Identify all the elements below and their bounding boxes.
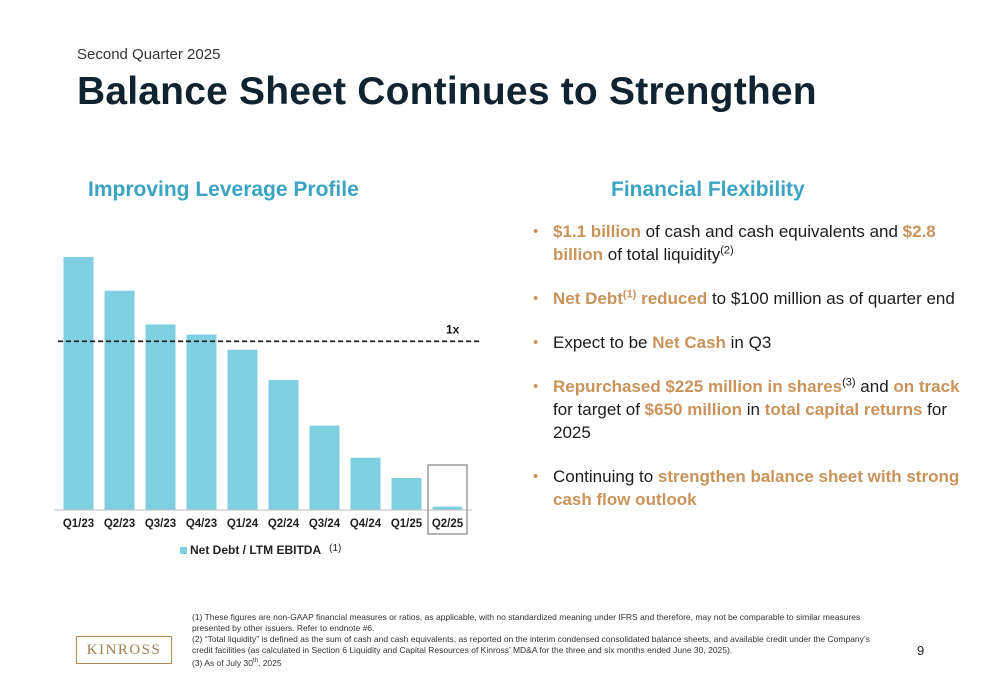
highlight-text: on track [893,377,960,396]
bullet-text: in [742,400,765,419]
highlight-text: reduced [636,289,708,308]
footnotes: (1) These figures are non-GAAP financial… [192,612,892,669]
bar-q2-25 [432,506,463,510]
bar-q1-24 [227,349,258,510]
bullet-text: in Q3 [725,333,772,352]
highlight-text: Net Cash [652,333,726,352]
bar-q2-23 [104,290,135,510]
x-tick-label: Q3/24 [309,518,341,530]
x-tick-label: Q1/24 [227,518,259,530]
footnote-3: (3) As of July 30th, 2025 [192,656,892,669]
footnote-ref: (1) [622,288,637,301]
bullet-dot: • [533,468,539,485]
footnote-1: (1) These figures are non-GAAP financial… [192,612,861,633]
page-title: Balance Sheet Continues to Strengthen [77,70,817,113]
bullet-dot: • [533,378,539,395]
highlight-text: strengthen balance sheet with strong cas… [553,467,960,509]
bullet-text: to $100 million as of quarter end [707,289,955,308]
x-tick-label: Q2/25 [432,518,464,530]
footnote-3-text: (3) As of July 30 [192,657,253,668]
bullet-dot: • [533,290,539,307]
kinross-logo: KINROSS [76,636,172,664]
page-number: 9 [917,643,925,658]
bar-q1-23 [63,257,94,510]
bar-q3-23 [145,324,176,510]
logo-text: KINROSS [86,641,162,658]
flexibility-bullet: • Net Debt(1) reduced to $100 million as … [533,287,973,310]
bullet-text: of cash and cash equivalents and [640,222,903,241]
bullet-text: of total liquidity [603,245,721,264]
legend-swatch [180,546,187,554]
chart-legend: Net Debt / LTM EBITDA (1) [180,543,341,557]
leverage-bar-chart: Q1/23 Q2/23 Q3/23 Q4/23 Q1/24 Q2/24 Q3/24 Q4/24… [54,257,480,535]
bar-q3-24 [309,425,340,510]
bullet-dot: • [533,334,539,351]
bar-q1-25 [391,477,422,510]
bar-q2-24 [268,380,299,510]
highlight-text: total capital returns [764,400,923,419]
flexibility-bullet: • $1.1 billion of cash and cash equivalen… [533,220,973,266]
highlight-text: $1.1 billion [553,222,641,241]
bar-q4-24 [350,457,381,510]
flexibility-bullet: • Expect to be Net Cash in Q3 [533,331,973,354]
highlight-text: $650 million [644,400,742,419]
highlight-text: Net Debt [553,289,623,308]
legend-label: Net Debt / LTM EBITDA [190,543,322,557]
legend-footnote-ref: (1) [329,542,342,554]
highlight-box [427,464,468,535]
bullet-text: Expect to be [553,333,653,352]
flexibility-bullet-list: • $1.1 billion of cash and cash equivalen… [533,220,973,532]
bullet-text: and [855,377,894,396]
highlight-text: Repurchased $225 million in shares [553,377,843,396]
highlight-text: $2.8 billion [553,222,936,264]
chart-section-heading: Improving Leverage Profile [88,178,359,201]
x-tick-label: Q1/23 [63,518,94,530]
footnote-ref: (3) [842,376,856,389]
x-tick-label: Q2/23 [104,518,135,530]
footnote-ref: (2) [720,244,734,257]
footnote-2: (2) “Total liquidity” is defined as the … [192,634,870,655]
bullet-text: Continuing to [553,467,658,486]
flexibility-bullet: • Repurchased $225 million in shares(3) a… [533,375,973,444]
footnote-3-tail: , 2025 [257,657,282,668]
x-tick-label: Q2/24 [268,518,300,530]
bullet-text: for target of [553,400,645,419]
bullet-text: for 2025 [553,400,948,442]
flexibility-section-heading: Financial Flexibility [611,178,805,201]
bullet-dot: • [533,223,539,240]
flexibility-bullet: • Continuing to strengthen balance sheet … [533,465,973,511]
footnote-3-sup: th [252,658,258,664]
deck-subtitle: Second Quarter 2025 [77,46,221,63]
x-tick-label: Q3/23 [145,518,176,530]
x-tick-label: Q1/25 [391,518,423,530]
reference-line-label: 1x [446,322,460,336]
x-tick-label: Q4/23 [186,518,217,530]
bar-q4-23 [186,334,217,510]
x-tick-label: Q4/24 [350,518,382,530]
